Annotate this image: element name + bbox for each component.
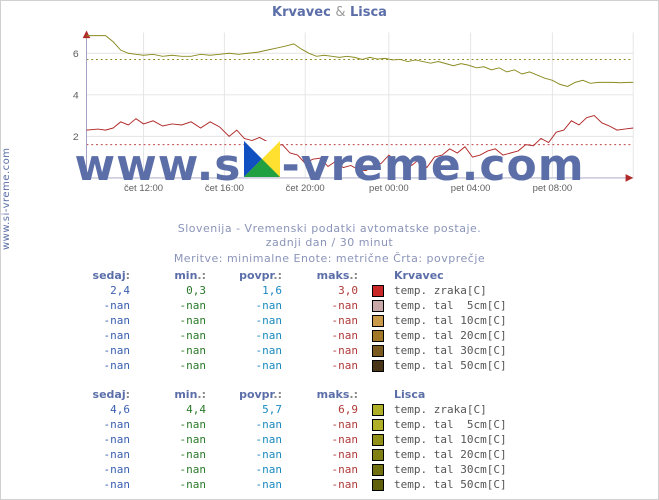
series-label: temp. tal 5cm[C]: [390, 298, 511, 313]
col-maks: maks.:: [286, 268, 362, 283]
series-label: temp. zraka[C]: [390, 283, 511, 298]
col-povpr: povpr.:: [210, 387, 286, 402]
series-swatch: [362, 328, 390, 343]
table-row: 4,64,45,76,9temp. zraka[C]: [58, 402, 511, 417]
series-swatch: [362, 402, 390, 417]
svg-text:pet 00:00: pet 00:00: [369, 183, 409, 194]
series-swatch: [362, 298, 390, 313]
series-label: temp. zraka[C]: [390, 402, 511, 417]
svg-text:čet 16:00: čet 16:00: [205, 183, 244, 194]
series-label: temp. tal 10cm[C]: [390, 432, 511, 447]
stats-tables: sedaj:min.:povpr.:maks.:Krvavec2,40,31,6…: [58, 268, 618, 500]
series-label: temp. tal 10cm[C]: [390, 313, 511, 328]
series-swatch: [362, 283, 390, 298]
series-label: temp. tal 50cm[C]: [390, 358, 511, 373]
series-swatch: [362, 462, 390, 477]
chart-plot: 2 4 6 čet 12:00 čet 16:00 čet 20:00 pet 00:00 p…: [58, 25, 633, 210]
table-row: -nan-nan-nan-nantemp. tal 20cm[C]: [58, 328, 511, 343]
table-row: -nan-nan-nan-nantemp. tal 50cm[C]: [58, 358, 511, 373]
series-swatch: [362, 417, 390, 432]
table-row: -nan-nan-nan-nantemp. tal 10cm[C]: [58, 313, 511, 328]
title-right: Lisca: [350, 5, 387, 20]
series-swatch: [362, 477, 390, 492]
col-maks: maks.:: [286, 387, 362, 402]
series-label: temp. tal 20cm[C]: [390, 447, 511, 462]
stats-table: sedaj:min.:povpr.:maks.: Lisca4,64,45,76,…: [58, 387, 511, 492]
series-swatch: [362, 432, 390, 447]
table-row: 2,40,31,63,0temp. zraka[C]: [58, 283, 511, 298]
series-label: temp. tal 50cm[C]: [390, 477, 511, 492]
series-swatch: [362, 358, 390, 373]
series-swatch: [362, 447, 390, 462]
table-row: -nan-nan-nan-nantemp. tal 10cm[C]: [58, 432, 511, 447]
series-swatch: [362, 313, 390, 328]
table-row: -nan-nan-nan-nantemp. tal 30cm[C]: [58, 462, 511, 477]
table-row: -nan-nan-nan-nantemp. tal 5cm[C]: [58, 298, 511, 313]
meta-options: Meritve: minimalne Enote: metrične Črta:…: [0, 252, 659, 265]
col-min: min.:: [134, 268, 210, 283]
series-swatch: [362, 343, 390, 358]
title-ampersand: &: [335, 5, 345, 20]
series-label: temp. tal 30cm[C]: [390, 462, 511, 477]
table-row: -nan-nan-nan-nantemp. tal 30cm[C]: [58, 343, 511, 358]
chart-title: Krvavec & Lisca: [0, 5, 659, 20]
col-sedaj: sedaj:: [58, 268, 134, 283]
table-row: -nan-nan-nan-nantemp. tal 20cm[C]: [58, 447, 511, 462]
svg-text:pet 04:00: pet 04:00: [451, 183, 491, 194]
series-label: temp. tal 30cm[C]: [390, 343, 511, 358]
meta-source: Slovenija - Vremenski podatki avtomatske…: [0, 222, 659, 235]
series-label: temp. tal 20cm[C]: [390, 328, 511, 343]
meta-range: zadnji dan / 30 minut: [0, 236, 659, 249]
col-min: min.:: [134, 387, 210, 402]
table-row: -nan-nan-nan-nantemp. tal 5cm[C]: [58, 417, 511, 432]
series-label: temp. tal 5cm[C]: [390, 417, 511, 432]
col-sedaj: sedaj:: [58, 387, 134, 402]
stats-table: sedaj:min.:povpr.:maks.: Krvavec2,40,31,6…: [58, 268, 511, 373]
col-povpr: povpr.:: [210, 268, 286, 283]
svg-text:čet 12:00: čet 12:00: [124, 183, 163, 194]
col-location: Lisca: [390, 387, 511, 402]
svg-text:6: 6: [73, 49, 79, 61]
svg-text:pet 08:00: pet 08:00: [533, 183, 573, 194]
title-left: Krvavec: [272, 5, 331, 20]
col-location: Krvavec: [390, 268, 511, 283]
svg-text:2: 2: [73, 132, 79, 144]
svg-text:čet 20:00: čet 20:00: [286, 183, 325, 194]
table-row: -nan-nan-nan-nantemp. tal 50cm[C]: [58, 477, 511, 492]
svg-text:4: 4: [73, 91, 79, 103]
